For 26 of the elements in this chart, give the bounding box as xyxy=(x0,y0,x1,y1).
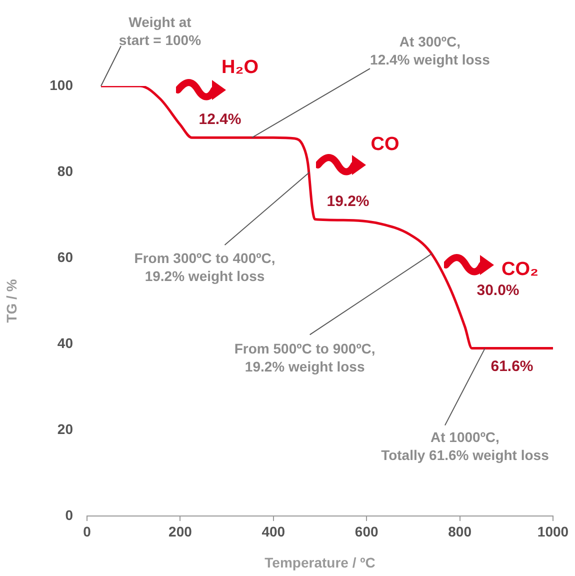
y-tick-label: 60 xyxy=(57,248,74,265)
annotation: 30.0% xyxy=(476,282,520,300)
y-tick-label: 20 xyxy=(57,420,74,437)
text: H₂O xyxy=(222,57,258,78)
y-tick-label: 0 xyxy=(65,506,74,523)
x-tick-label: 0 xyxy=(83,523,92,540)
annotation: At 1000ºC, Totally 61.6% weight loss xyxy=(381,429,550,464)
annotation: 61.6% xyxy=(490,358,534,376)
annotation: 19.2% xyxy=(326,193,370,210)
annotation: CO xyxy=(370,134,400,156)
x-tick-label: 200 xyxy=(168,523,192,540)
annotation: CO₂ xyxy=(502,259,538,280)
y-axis-title: TG / % xyxy=(3,278,20,323)
x-tick-label: 400 xyxy=(262,523,286,540)
x-tick-label: 600 xyxy=(354,523,378,540)
y-tick-label: 80 xyxy=(57,162,74,179)
annotation: From 300ºC to 400ºC, 19.2% weight loss xyxy=(134,250,276,284)
y-tick-label: 40 xyxy=(57,334,74,351)
x-tick-label: 1000 xyxy=(537,523,569,540)
annotation: At 300ºC, 12.4% weight loss xyxy=(370,33,490,68)
x-tick-label: 800 xyxy=(448,523,472,540)
x-axis-title: Temperature / ºC xyxy=(264,554,376,570)
y-tick-label: 100 xyxy=(50,76,74,93)
annotation: Weight at start = 100% xyxy=(118,14,202,48)
annotation: 12.4% xyxy=(198,111,242,128)
annotation: From 500ºC to 900ºC, 19.2% weight loss xyxy=(234,340,376,375)
